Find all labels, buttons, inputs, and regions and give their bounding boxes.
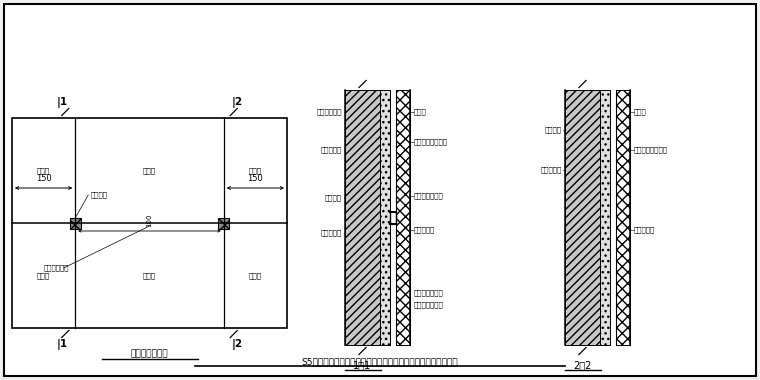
Text: 结构墙体基层: 结构墙体基层 xyxy=(316,109,342,115)
Text: 玻化砖: 玻化砖 xyxy=(634,109,647,115)
Text: 玻化砖: 玻化砖 xyxy=(249,167,262,174)
Text: 射钉固定: 射钉固定 xyxy=(325,194,342,201)
Bar xyxy=(218,217,230,228)
Text: 玻化砖: 玻化砖 xyxy=(414,109,427,115)
Bar xyxy=(565,90,600,345)
Text: 射钉固定: 射钉固定 xyxy=(90,192,107,198)
Text: 玻化砖: 玻化砖 xyxy=(249,272,262,279)
Text: 不锈钢挂件: 不锈钢挂件 xyxy=(321,229,342,236)
Text: 2－2: 2－2 xyxy=(573,360,592,370)
Text: 1－1: 1－1 xyxy=(353,360,372,370)
Bar xyxy=(600,90,610,345)
Bar xyxy=(70,217,81,228)
Text: |1: |1 xyxy=(57,339,68,350)
Text: 玻化砖背面开槽: 玻化砖背面开槽 xyxy=(414,290,444,296)
Text: |2: |2 xyxy=(231,339,242,350)
Bar xyxy=(380,90,390,345)
Bar xyxy=(345,90,380,345)
Text: 墙体基层: 墙体基层 xyxy=(545,127,562,133)
Text: 云石胶快速固定: 云石胶快速固定 xyxy=(414,192,444,199)
Text: 100: 100 xyxy=(147,214,153,227)
Text: 墙砖立面示意图: 墙砖立面示意图 xyxy=(131,350,168,358)
Text: 玻化砖: 玻化砖 xyxy=(37,272,50,279)
Text: 玻化砖强力粘结剂: 玻化砖强力粘结剂 xyxy=(634,147,668,153)
Text: |1: |1 xyxy=(57,97,68,108)
Text: 墙体抹灰层: 墙体抹灰层 xyxy=(541,167,562,173)
Bar xyxy=(12,118,287,328)
Text: 150: 150 xyxy=(36,174,52,183)
Text: 玻化砖: 玻化砖 xyxy=(37,167,50,174)
Text: 玻化砖: 玻化砖 xyxy=(143,167,156,174)
Text: 填缝剂填缝: 填缝剂填缝 xyxy=(634,226,655,233)
Text: |2: |2 xyxy=(231,97,242,108)
Text: 采用云石胶固定: 采用云石胶固定 xyxy=(414,302,444,308)
Text: 墙体抹灰层: 墙体抹灰层 xyxy=(321,147,342,153)
Text: 玻化砖强力粘结剂: 玻化砖强力粘结剂 xyxy=(414,139,448,145)
Text: 150: 150 xyxy=(248,174,263,183)
Text: 不锈钢挂接件: 不锈钢挂接件 xyxy=(43,265,69,271)
Bar xyxy=(396,90,410,345)
Text: 填缝剂填缝: 填缝剂填缝 xyxy=(414,226,435,233)
Text: S5工程精装修大堂墙面湿贴工艺玻化砖湿贴局部加强做法示意图: S5工程精装修大堂墙面湿贴工艺玻化砖湿贴局部加强做法示意图 xyxy=(302,358,458,366)
Text: 玻化砖: 玻化砖 xyxy=(143,272,156,279)
Bar xyxy=(616,90,630,345)
